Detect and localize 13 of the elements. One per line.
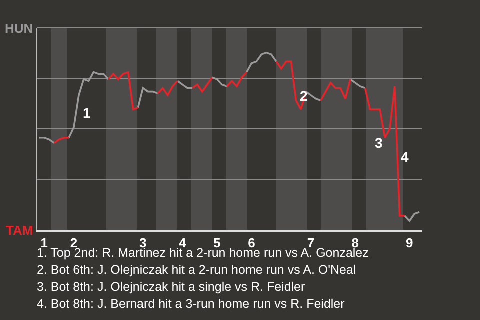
x-tick-label: 7 [307, 235, 315, 250]
x-tick-label: 5 [214, 235, 221, 250]
text: 3. Bot 8th: J. Olejniczak hit a single vs R. Feidler [37, 280, 306, 294]
text: TAM [6, 223, 34, 238]
x-tick-label: 6 [248, 235, 256, 250]
annotation: 1 [83, 105, 91, 121]
annotation: 4 [401, 149, 409, 165]
text: 4. Bot 8th: J. Bernard hit a 3-run home run vs R. Feidler [37, 297, 345, 311]
x-tick-label: 1 [40, 235, 48, 250]
x-tick-label: 9 [406, 235, 414, 250]
text: 2. Bot 6th: J. Olejniczak hit a 2-run home run vs A. O'Neal [37, 263, 356, 277]
text: HUN [5, 21, 34, 36]
annotation: 3 [375, 135, 383, 151]
